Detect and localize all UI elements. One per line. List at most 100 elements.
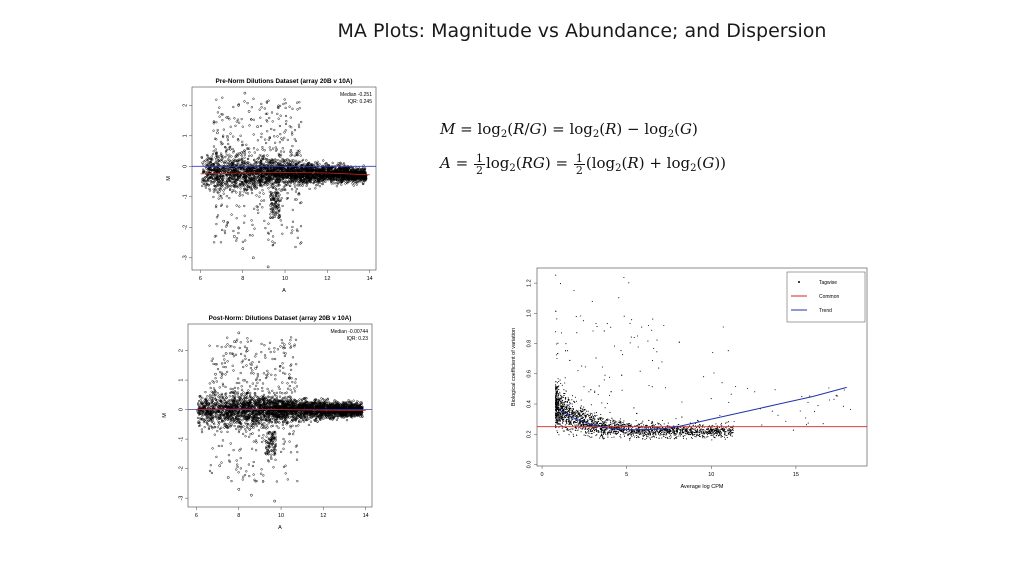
data-point [232,105,235,109]
data-point [317,168,320,171]
data-point [217,163,220,166]
data-point [323,173,326,177]
data-point [258,203,262,206]
data-point [264,141,268,145]
data-point [360,168,363,171]
data-point [326,177,329,180]
data-point [250,106,254,109]
data-point [210,168,214,172]
data-point [345,178,348,181]
data-point [279,168,283,171]
data-point [258,195,261,198]
y-axis-label: M [166,176,172,181]
data-point [228,159,232,162]
data-point [271,178,274,181]
data-point [212,150,215,153]
data-point [253,158,256,162]
data-point [213,137,217,140]
data-point [225,180,229,183]
data-point [285,197,289,200]
data-point [228,196,231,200]
data-point [316,181,319,185]
data-point [330,182,333,185]
data-point [311,173,315,176]
data-point [258,108,261,111]
data-point [312,163,316,167]
data-point [207,427,211,431]
data-point [207,184,210,187]
data-point [271,147,275,150]
data-point [294,168,298,171]
data-point [289,184,292,187]
data-point [282,150,286,153]
data-point [235,237,239,240]
data-point [321,182,324,186]
data-point [246,147,249,151]
data-point [261,146,264,149]
data-point [228,118,231,121]
data-point [255,424,258,428]
data-point [315,162,318,166]
data-point [215,152,218,155]
data-point [271,216,274,219]
data-point [221,166,225,170]
data-point [236,118,240,121]
data-point [355,183,358,186]
data-point [250,188,253,191]
data-point [299,154,302,157]
data-point [242,190,245,193]
data-point [225,166,228,169]
data-point [243,175,246,178]
annotation-bg [326,89,374,107]
data-point [216,214,220,217]
data-point [270,193,273,196]
data-point [312,181,315,185]
data-point [275,164,278,168]
data-point [290,159,294,162]
data-point [255,194,258,197]
data-point [281,176,284,179]
data-point [268,161,272,164]
data-point [260,135,263,139]
data-point [219,178,222,181]
data-point [298,160,301,164]
data-point [261,156,264,159]
data-point [201,178,204,181]
data-point [205,167,208,170]
data-point [219,140,223,144]
outlier-point [256,125,259,129]
data-point [305,174,308,178]
data-point [304,168,307,171]
data-point [311,169,314,173]
data-point [269,216,272,220]
data-point [228,162,231,166]
outlier-point [216,131,219,135]
data-point [360,170,363,173]
data-point [293,198,297,201]
data-point [238,205,241,208]
y-tick-label: -1 [182,194,188,199]
data-point [224,155,227,159]
data-point [248,177,252,180]
data-point [273,393,277,397]
data-point [201,161,204,164]
data-point [356,180,359,184]
data-point [364,176,368,180]
data-point [212,188,215,191]
data-point [352,170,355,173]
data-point [274,213,277,217]
data-point [281,204,284,208]
data-point [214,148,217,151]
data-point [243,178,246,181]
data-point [336,175,340,179]
data-point [327,176,331,179]
data-point [278,180,281,184]
data-point [297,181,300,184]
data-point [261,148,264,151]
data-point [207,167,210,171]
data-point [252,207,256,210]
data-point [284,129,287,132]
data-point [243,153,246,157]
data-point [291,133,294,136]
data-point [279,178,282,181]
